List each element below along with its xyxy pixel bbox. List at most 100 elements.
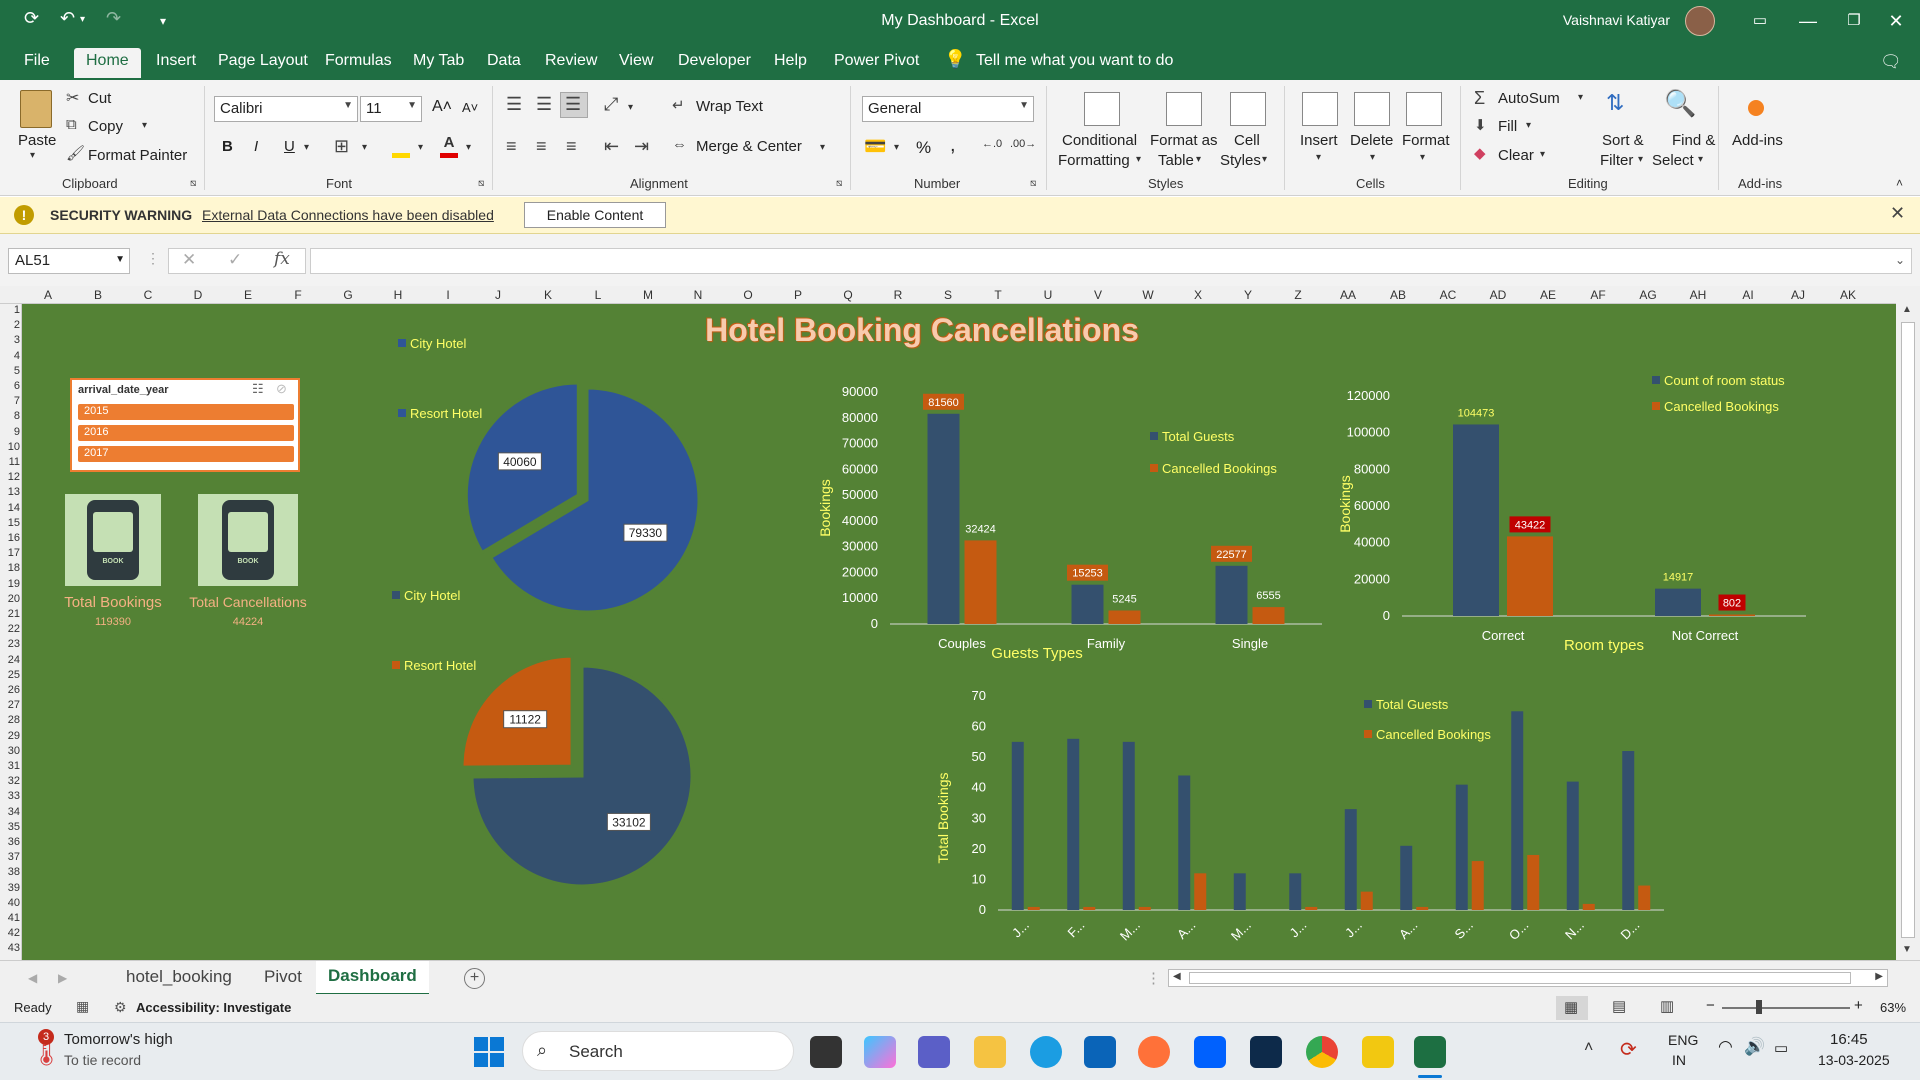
comma-style-button[interactable]: , xyxy=(950,134,956,156)
bold-button[interactable]: B xyxy=(222,138,233,155)
bottom-align-button[interactable]: ☰ xyxy=(560,92,588,118)
sort-filter-label2[interactable]: Filter xyxy=(1600,152,1634,169)
column-header[interactable]: AC xyxy=(1439,288,1457,302)
bar-chart-guest-types[interactable]: 0 10000 20000 30000 40000 50000 60000 70000 8000… xyxy=(817,384,1322,662)
fill-color-dropdown-icon[interactable]: ▾ xyxy=(418,142,424,153)
cell-styles-button[interactable]: Cell xyxy=(1234,132,1260,149)
row-header[interactable]: 35 xyxy=(7,820,20,833)
bar[interactable] xyxy=(1527,854,1540,910)
paste-button[interactable]: Paste xyxy=(18,132,57,149)
column-header[interactable]: W xyxy=(1142,288,1154,302)
conditional-formatting-icon[interactable] xyxy=(1084,92,1120,126)
clock-time[interactable]: 16:45 xyxy=(1830,1031,1868,1048)
tell-me-search[interactable]: Tell me what you want to do xyxy=(976,52,1174,69)
row-header[interactable]: 21 xyxy=(7,608,20,620)
row-header[interactable]: 9 xyxy=(13,425,20,438)
bar[interactable] xyxy=(1455,784,1468,910)
pie-chart-cancellations[interactable]: 11122 33102 City Hotel Resort Hotel xyxy=(392,588,694,888)
close-icon[interactable]: ✕ xyxy=(1890,203,1906,223)
teams-icon[interactable] xyxy=(918,1036,950,1068)
column-header[interactable]: J xyxy=(495,288,501,302)
bar[interactable] xyxy=(1471,861,1484,910)
increase-indent-icon[interactable]: ⇥ xyxy=(634,136,650,156)
bar-chart-room-types[interactable]: 0 20000 40000 60000 80000 100000 120000 104473 4… xyxy=(1337,373,1806,654)
row-header[interactable]: 22 xyxy=(7,623,20,636)
tab-review[interactable]: Review xyxy=(545,52,598,69)
column-header[interactable]: X xyxy=(1193,288,1202,302)
year-slicer[interactable]: arrival_date_year ☷ ⊘ 2015 2016 2017 xyxy=(70,378,300,472)
sort-filter-icon[interactable]: ⇅ xyxy=(1606,90,1625,115)
task-view-icon[interactable] xyxy=(810,1036,842,1068)
column-header[interactable]: M xyxy=(643,288,653,302)
row-header[interactable]: 27 xyxy=(7,699,20,712)
tab-split-icon[interactable]: ⋮ xyxy=(1146,970,1161,987)
multi-select-icon[interactable]: ☷ xyxy=(252,381,264,396)
font-size-box[interactable]: 11 ▼ xyxy=(360,96,422,122)
row-header[interactable]: 1 xyxy=(13,304,20,316)
row-header[interactable]: 40 xyxy=(7,896,20,909)
row-header[interactable]: 4 xyxy=(13,349,20,362)
bar[interactable] xyxy=(1566,781,1579,910)
wrap-text-icon[interactable]: ↵ xyxy=(672,97,685,114)
row-header[interactable]: 25 xyxy=(7,668,20,681)
power-bi-desktop-icon[interactable] xyxy=(1250,1036,1282,1068)
confirm-edit-icon[interactable]: ✓ xyxy=(228,250,243,269)
conditional-dropdown-icon[interactable]: ▾ xyxy=(1136,154,1142,165)
cell-styles-dropdown-icon[interactable]: ▾ xyxy=(1262,154,1268,165)
copy-button[interactable]: Copy xyxy=(88,118,124,135)
cell-styles-icon[interactable] xyxy=(1230,92,1266,126)
edge-icon[interactable] xyxy=(1030,1036,1062,1068)
merge-center-button[interactable]: Merge & Center xyxy=(696,138,802,155)
minimize-button[interactable]: — xyxy=(1799,11,1817,31)
bar[interactable] xyxy=(1416,906,1429,910)
format-painter-icon[interactable]: 🖌 xyxy=(66,145,86,162)
next-sheet-icon[interactable]: ▶ xyxy=(58,971,68,985)
comments-icon[interactable]: 🗨 xyxy=(1880,52,1902,71)
bar[interactable] xyxy=(1071,584,1104,624)
bar[interactable] xyxy=(1400,845,1413,910)
user-name[interactable]: Vaishnavi Katiyar xyxy=(1562,12,1670,28)
macro-record-icon[interactable]: ▦ xyxy=(76,998,90,1014)
column-header[interactable]: AF xyxy=(1590,288,1606,302)
cut-icon[interactable]: ✂ xyxy=(66,90,80,107)
scroll-up-icon[interactable]: ▲ xyxy=(1902,304,1912,315)
row-header[interactable]: 18 xyxy=(7,562,20,575)
redo-icon[interactable]: ↷ xyxy=(106,8,122,28)
row-header[interactable]: 20 xyxy=(7,592,20,605)
row-header[interactable]: 11 xyxy=(8,456,20,468)
row-header[interactable]: 5 xyxy=(13,364,20,377)
row-header[interactable]: 42 xyxy=(7,927,20,940)
column-header[interactable]: Y xyxy=(1243,288,1252,302)
bar[interactable] xyxy=(1655,588,1701,616)
zoom-level[interactable]: 63% xyxy=(1880,1000,1907,1015)
column-header[interactable]: D xyxy=(193,288,203,302)
more-options-icon[interactable]: ⋮ xyxy=(146,250,160,266)
chrome-icon[interactable] xyxy=(1306,1036,1338,1068)
slicer-item-2016[interactable]: 2016 xyxy=(78,425,294,441)
row-header[interactable]: 16 xyxy=(7,532,20,544)
bar[interactable] xyxy=(1108,610,1141,624)
copy-icon[interactable]: ⧉ xyxy=(66,116,77,133)
row-header[interactable]: 17 xyxy=(7,547,20,560)
pie-slice[interactable] xyxy=(488,386,701,614)
bar[interactable] xyxy=(1233,873,1246,910)
format-cells-icon[interactable] xyxy=(1406,92,1442,126)
number-format-box[interactable]: General ▼ xyxy=(862,96,1034,122)
bar[interactable] xyxy=(1305,906,1318,910)
language-secondary[interactable]: IN xyxy=(1672,1052,1686,1068)
pie-slice[interactable] xyxy=(470,664,694,888)
percent-style-button[interactable]: % xyxy=(916,138,932,157)
column-header[interactable]: A xyxy=(43,288,52,302)
column-header[interactable]: F xyxy=(294,288,302,302)
row-header[interactable]: 12 xyxy=(7,471,20,484)
eraser-icon[interactable]: ◆ xyxy=(1474,145,1486,162)
autosum-dropdown-icon[interactable]: ▾ xyxy=(1578,92,1584,103)
horizontal-scrollbar[interactable]: ◀ ▶ xyxy=(1168,969,1888,987)
borders-dropdown-icon[interactable]: ▾ xyxy=(362,142,368,153)
close-button[interactable]: ✕ xyxy=(1888,11,1904,31)
top-align-icon[interactable]: ☰ xyxy=(506,94,523,114)
row-header[interactable]: 33 xyxy=(7,790,20,803)
outlook-icon[interactable] xyxy=(1084,1036,1116,1068)
delete-cells-icon[interactable] xyxy=(1354,92,1390,126)
bar[interactable] xyxy=(1215,565,1248,624)
